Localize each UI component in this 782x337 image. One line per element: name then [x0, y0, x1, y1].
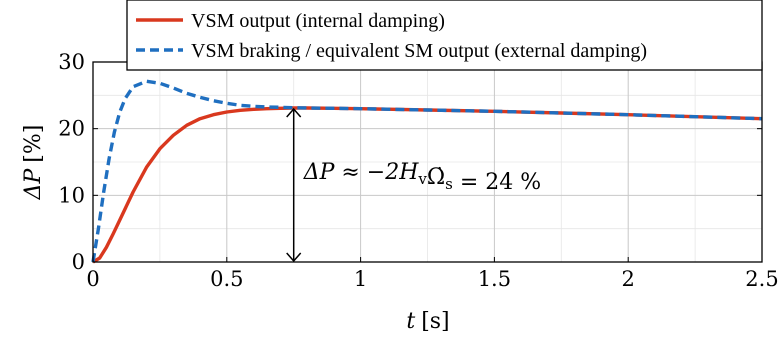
annotation-arrow-head-bottom: [286, 252, 302, 263]
annotation-arrow-head-top: [286, 107, 302, 118]
x-tick-label: 0.5: [210, 267, 243, 291]
x-tick-label: 1.5: [478, 267, 511, 291]
y-tick-label: 0: [72, 250, 85, 274]
legend: VSM output (internal damping) VSM braking…: [126, 0, 763, 71]
y-tick-label: 20: [58, 117, 85, 141]
y-axis-label: ΔP[%]: [21, 125, 46, 201]
x-tick-label: 2.5: [745, 267, 778, 291]
series-group: [91, 79, 763, 264]
annotation-group: ΔP ≈ −2HvΩ̇s = 24 %: [286, 107, 541, 263]
y-tick-label: 10: [58, 183, 85, 207]
legend-label: VSM braking / equivalent SM output (exte…: [191, 40, 647, 62]
series-line-external-damping: [91, 79, 763, 263]
legend-label: VSM output (internal damping): [191, 10, 445, 32]
x-axis-label: t [s]: [406, 309, 449, 334]
x-tick-label: 2: [622, 267, 635, 291]
x-tick-label: 1: [354, 267, 367, 291]
y-tick-label: 30: [58, 50, 85, 74]
x-tick-label: 0: [86, 267, 99, 291]
axis-ticks: 0 0.5 1 1.5 2 2.5 0 10 20 30: [58, 50, 778, 291]
grid-lines: [92, 61, 763, 263]
legend-box: [126, 0, 763, 71]
annotation-text: ΔP ≈ −2HvΩ̇s = 24 %: [303, 160, 541, 195]
